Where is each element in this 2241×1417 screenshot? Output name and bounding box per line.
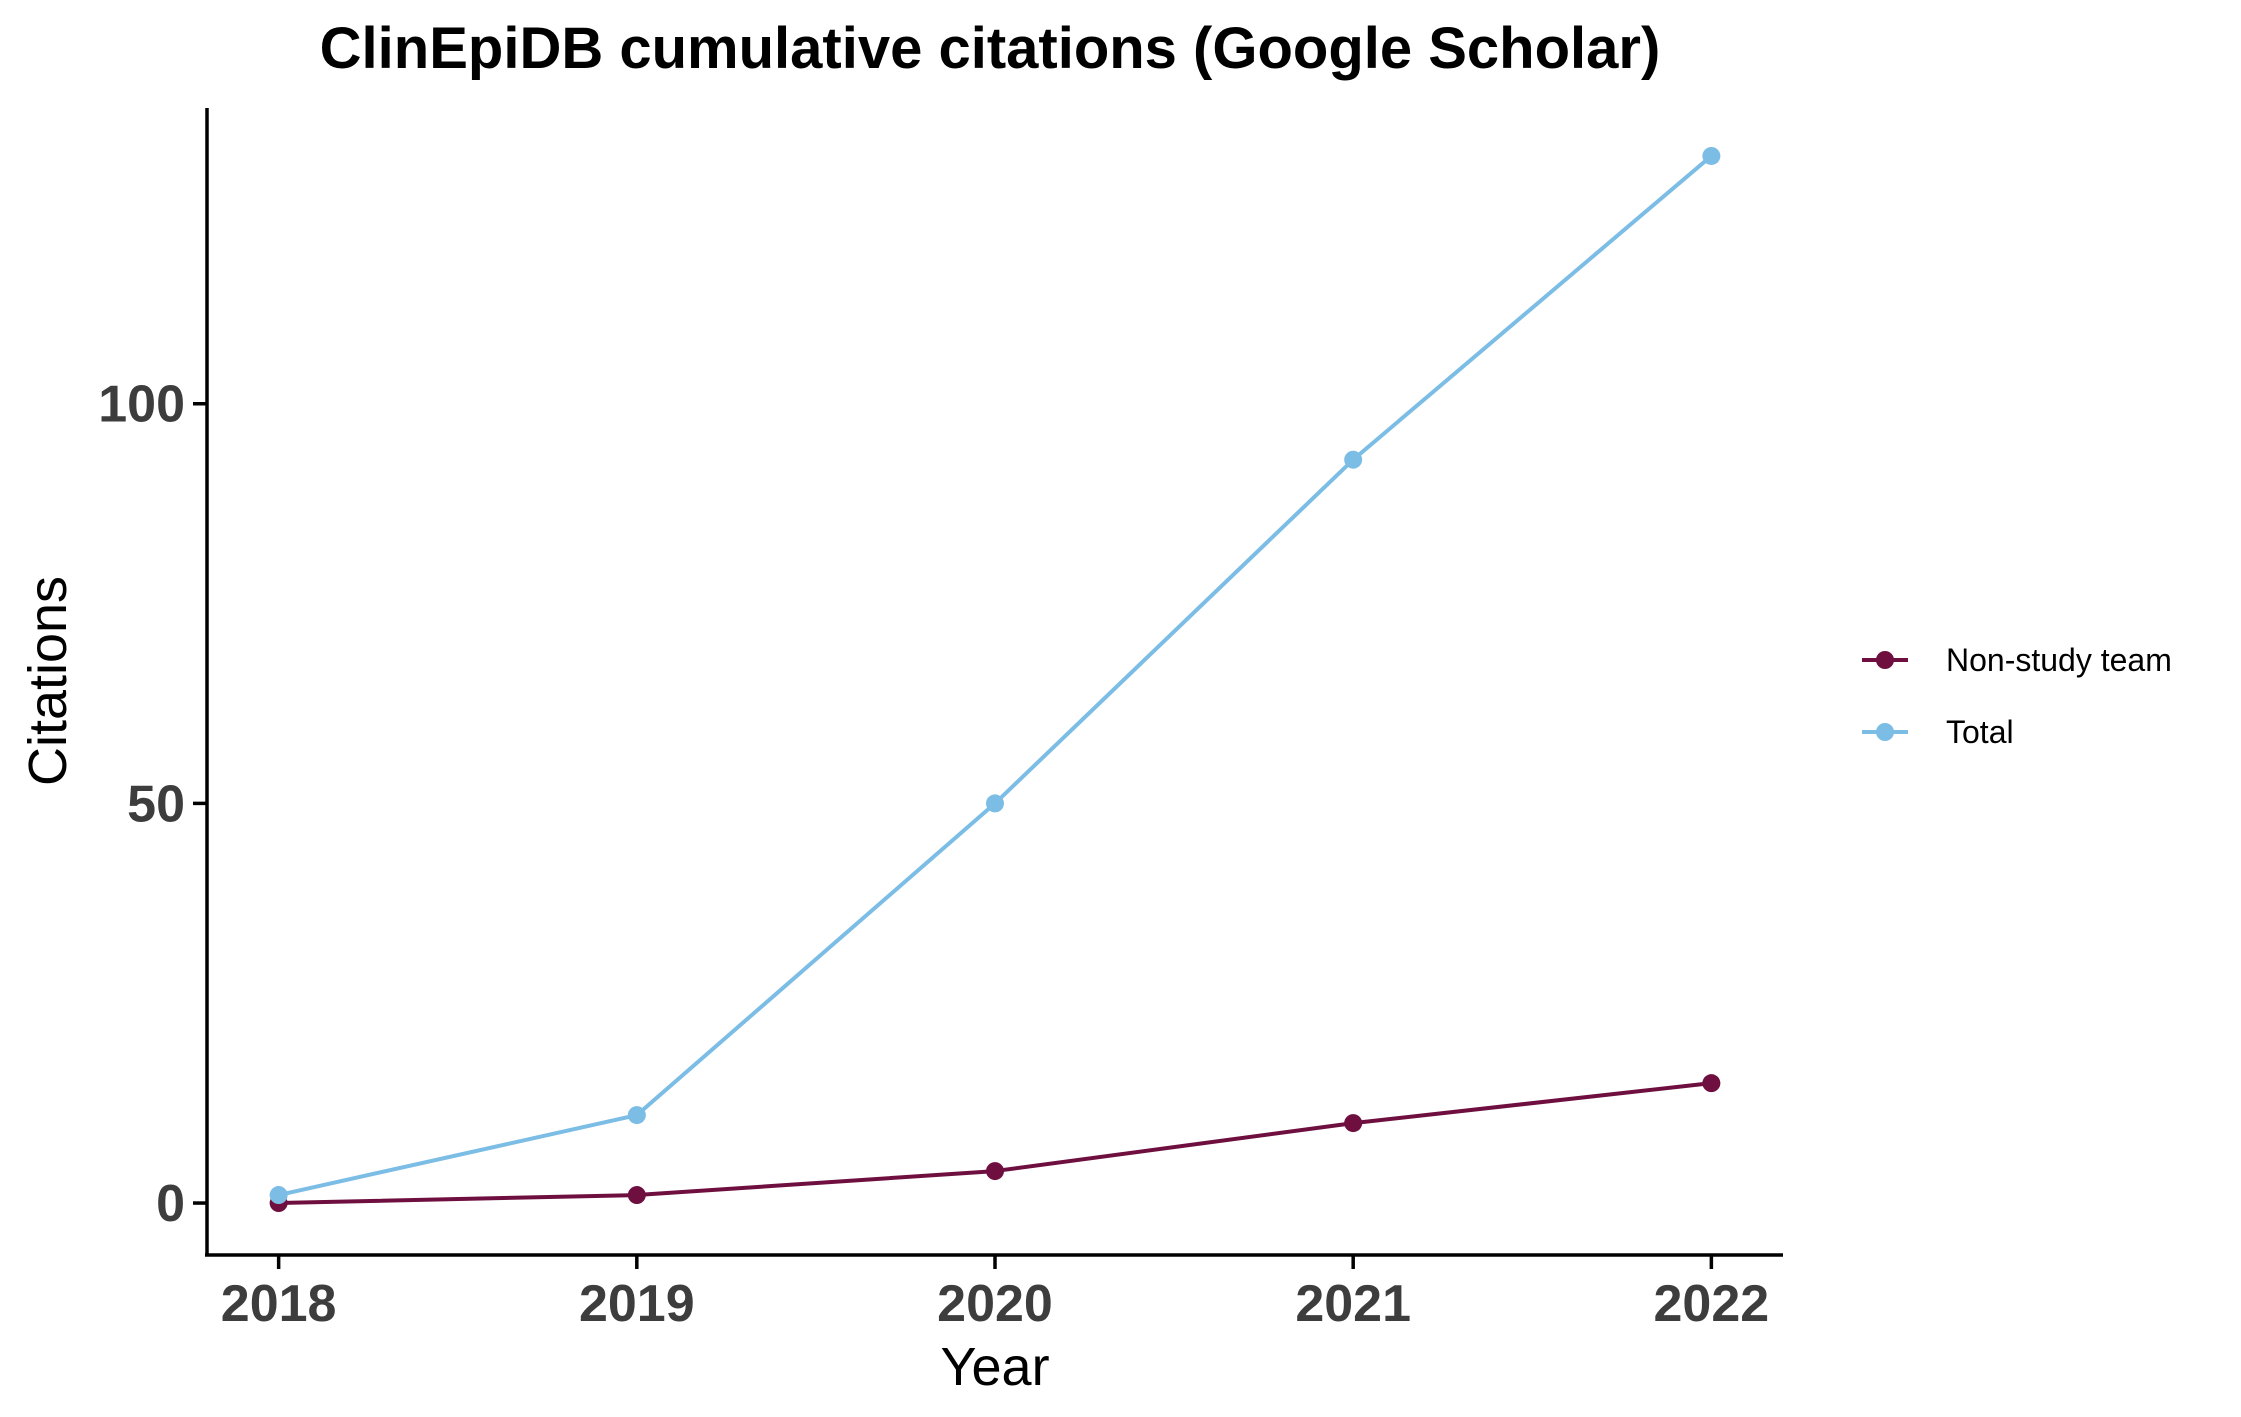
legend-label: Total xyxy=(1946,714,2014,750)
legend-key-point xyxy=(1876,651,1894,669)
x-tick-label: 2022 xyxy=(1654,1275,1770,1333)
legend-label: Non-study team xyxy=(1946,642,2172,678)
y-tick-label: 0 xyxy=(156,1175,185,1233)
x-axis-title: Year xyxy=(940,1337,1049,1397)
x-ticks: 2018 2019 2020 2021 2022 xyxy=(221,1255,1769,1333)
legend-key-point xyxy=(1876,723,1894,741)
data-point xyxy=(627,1186,646,1205)
y-tick-label: 100 xyxy=(98,376,185,434)
series-line xyxy=(278,1081,1712,1206)
series-total xyxy=(269,146,1721,1205)
x-tick-label: 2019 xyxy=(579,1275,695,1333)
x-tick-label: 2018 xyxy=(221,1275,337,1333)
y-ticks: 0 50 100 xyxy=(98,376,207,1233)
y-axis-title: Citations xyxy=(18,576,78,786)
y-tick-label: 50 xyxy=(127,775,185,833)
data-point xyxy=(1702,146,1721,165)
data-point xyxy=(1702,1074,1721,1093)
x-tick-label: 2020 xyxy=(937,1275,1053,1333)
data-point xyxy=(1344,450,1363,469)
legend: Non-study team Total xyxy=(1862,642,2172,750)
legend-item: Total xyxy=(1862,714,2014,750)
axes xyxy=(205,108,1783,1257)
data-point xyxy=(627,1106,646,1125)
chart-title: ClinEpiDB cumulative citations (Google S… xyxy=(320,16,1661,81)
series-line xyxy=(278,154,1713,1198)
data-point xyxy=(986,794,1004,813)
legend-item: Non-study team xyxy=(1862,642,2172,678)
data-point xyxy=(986,1162,1004,1181)
series-non-study-team xyxy=(269,1074,1721,1213)
data-point xyxy=(269,1186,288,1205)
series-layer xyxy=(269,146,1721,1213)
x-tick-label: 2021 xyxy=(1295,1275,1411,1333)
data-point xyxy=(1344,1114,1363,1133)
